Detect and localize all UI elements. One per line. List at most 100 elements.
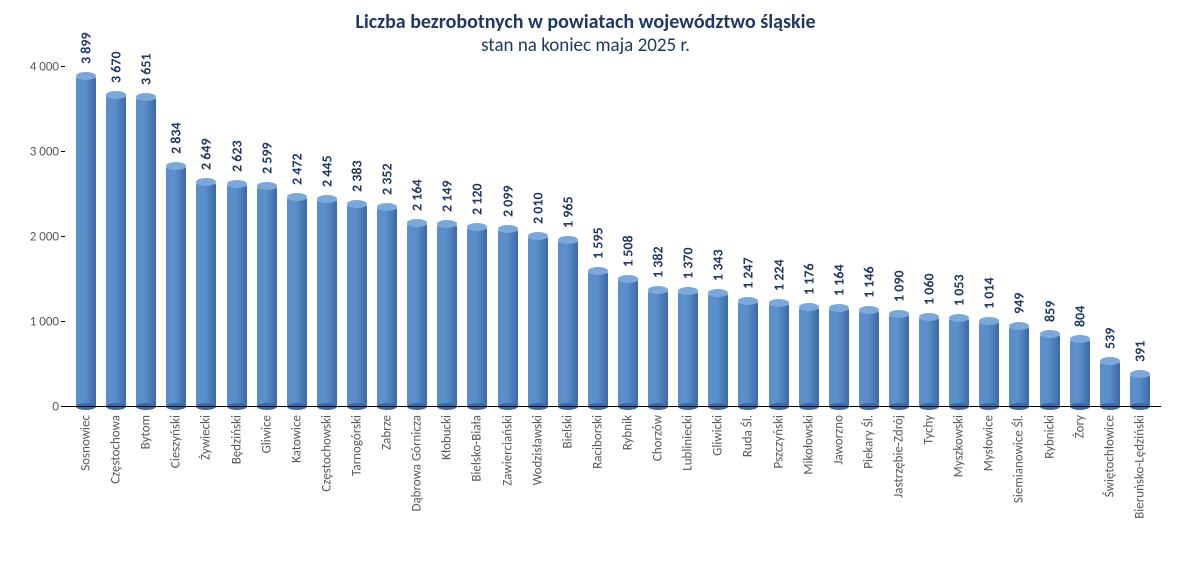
bar-body [106, 95, 126, 407]
bar-value-label: 1 370 [680, 247, 697, 279]
bar-column: 1 370 [673, 67, 703, 407]
bar: 804 [1070, 339, 1090, 407]
x-label-column: Częstochowa [101, 407, 131, 537]
bar-value-label: 2 164 [409, 180, 426, 212]
bar-cap-icon [919, 313, 939, 321]
bar-body [1070, 339, 1090, 407]
bar: 2 120 [467, 227, 487, 407]
bar: 2 834 [166, 166, 186, 407]
bar-value-label: 2 649 [198, 138, 215, 170]
bar-body [859, 310, 879, 407]
bar-column: 1 382 [643, 67, 673, 407]
bar: 1 176 [799, 307, 819, 407]
category-label: Kłobucki [440, 415, 455, 460]
bar-body [317, 199, 337, 407]
x-label-column: Zawierciański [493, 407, 523, 537]
bar-body [829, 308, 849, 407]
x-label-column: Częstochowski [312, 407, 342, 537]
bar-body [1040, 334, 1060, 407]
bar-body [347, 204, 367, 407]
category-label: Gliwicki [711, 415, 726, 456]
bar: 1 595 [588, 271, 608, 407]
category-label: Cieszyński [169, 415, 184, 468]
x-label-column: Tarnogórski [342, 407, 372, 537]
x-label-column: Bielsko-Biała [462, 407, 492, 537]
bar: 1 508 [618, 279, 638, 407]
bar-column: 2 472 [282, 67, 312, 407]
bar-value-label: 1 508 [620, 235, 637, 267]
x-label-column: Jastrzębie-Zdrój [884, 407, 914, 537]
category-label: Bielsko-Biała [470, 415, 485, 482]
bar-value-label: 2 472 [288, 153, 305, 185]
x-label-column: Raciborski [583, 407, 613, 537]
bar-column: 2 010 [523, 67, 553, 407]
chart-container: Liczba bezrobotnych w powiatach wojewódz… [0, 0, 1181, 573]
category-label: Gliwice [259, 415, 274, 453]
bar-body [498, 229, 518, 407]
bar-body [1130, 374, 1150, 407]
bar-value-label: 1 090 [891, 271, 908, 303]
y-tick-mark [61, 236, 65, 237]
bar-column: 949 [1004, 67, 1034, 407]
bar-body [889, 314, 909, 407]
bar-cap-icon [1070, 335, 1090, 343]
bar-body [257, 186, 277, 407]
bar-value-label: 2 834 [168, 123, 185, 155]
bar-cap-icon [1130, 370, 1150, 378]
bar-cap-icon [528, 232, 548, 240]
bar-value-label: 1 224 [770, 259, 787, 291]
category-label: Będziński [229, 415, 244, 464]
bar: 1 090 [889, 314, 909, 407]
bar-value-label: 3 651 [138, 53, 155, 85]
bar-cap-icon [949, 314, 969, 322]
bar-value-label: 1 164 [830, 265, 847, 297]
bar-body [437, 224, 457, 407]
category-label: Mysłowice [982, 415, 997, 471]
bar: 3 651 [136, 97, 156, 407]
category-label: Żywiecki [199, 415, 214, 460]
category-label: Bytom [139, 415, 154, 449]
x-label-column: Ruda Śl. [733, 407, 763, 537]
bar-column: 2 599 [252, 67, 282, 407]
bar: 2 099 [498, 229, 518, 407]
bar-column: 1 014 [974, 67, 1004, 407]
x-label-column: Bytom [131, 407, 161, 537]
bar-value-label: 3 670 [108, 52, 125, 84]
bar-body [799, 307, 819, 407]
bar-body [287, 197, 307, 407]
bar-column: 1 224 [764, 67, 794, 407]
y-tick-mark [61, 66, 65, 67]
bar-column: 1 247 [733, 67, 763, 407]
bar-column: 1 595 [583, 67, 613, 407]
bar: 2 649 [196, 182, 216, 407]
bar: 1 224 [769, 303, 789, 407]
y-tick-label: 2 000 [30, 230, 59, 245]
bar: 1 164 [829, 308, 849, 407]
bar: 2 445 [317, 199, 337, 407]
bar-value-label: 1 343 [710, 249, 727, 281]
bar: 1 382 [648, 290, 668, 407]
bar-cap-icon [618, 275, 638, 283]
bar-value-label: 2 099 [499, 185, 516, 217]
y-tick-label: 4 000 [30, 60, 59, 75]
x-label-column: Lubliniecki [673, 407, 703, 537]
bar-column: 2 149 [432, 67, 462, 407]
x-label-column: Kłobucki [432, 407, 462, 537]
bar-column: 1 060 [914, 67, 944, 407]
bar-body [558, 240, 578, 407]
category-label: Częstochowa [109, 415, 124, 484]
x-label-column: Chorzów [643, 407, 673, 537]
bar-column: 2 623 [222, 67, 252, 407]
x-label-column: Rybnicki [1035, 407, 1065, 537]
bar-cap-icon [287, 193, 307, 201]
bar-body [407, 223, 427, 407]
bar-value-label: 1 014 [981, 277, 998, 309]
chart-subtitle: stan na koniec maja 2025 r. [10, 34, 1161, 57]
y-axis: 01 0002 0003 0004 000 [10, 67, 65, 537]
bar-value-label: 859 [1041, 301, 1058, 322]
bar-column: 3 651 [131, 67, 161, 407]
bar-column: 1 053 [944, 67, 974, 407]
bar: 1 247 [738, 301, 758, 407]
x-label-column: Żywiecki [191, 407, 221, 537]
bar: 1 965 [558, 240, 578, 407]
